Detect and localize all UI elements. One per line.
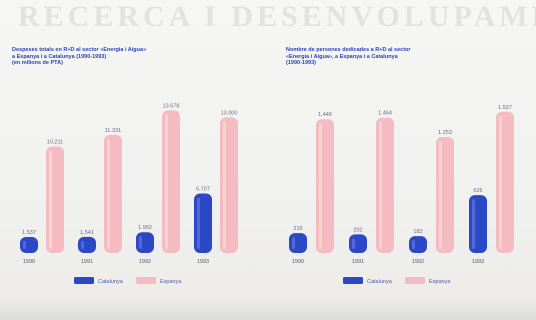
- legend-swatch-espanya: [405, 277, 425, 284]
- chart-title-right: Nombre de persones dedicades a R+D al se…: [286, 47, 476, 67]
- value-label: 1.541: [80, 230, 94, 236]
- value-label: 1.537: [22, 230, 36, 236]
- category-label: 1993: [197, 259, 209, 265]
- value-label: 1.464: [378, 111, 392, 117]
- legend-swatch-espanya: [136, 277, 156, 284]
- bar-espanya: [46, 146, 64, 253]
- bar-highlight: [81, 240, 84, 249]
- bar-highlight: [412, 240, 415, 249]
- value-label: 10.211: [47, 140, 63, 146]
- bar-highlight: [499, 115, 502, 249]
- bar-highlight: [107, 138, 110, 249]
- value-label: 183: [413, 229, 422, 235]
- bar-highlight: [379, 121, 382, 249]
- background-bleed-text: RECERCA I DESENVOLUPAMENT: [18, 0, 536, 33]
- category-label: 1993: [472, 259, 484, 265]
- bar-catalunya: [469, 195, 487, 253]
- bar-highlight: [439, 141, 442, 249]
- value-label: 202: [353, 227, 362, 233]
- value-label: 1.992: [138, 225, 152, 231]
- bar-catalunya: [194, 193, 212, 253]
- bar-catalunya: [136, 232, 154, 253]
- category-label: 1992: [139, 259, 151, 265]
- bottom-shadow: [0, 298, 536, 320]
- bar-highlight: [319, 123, 322, 249]
- bar-espanya: [376, 117, 394, 253]
- bar-highlight: [49, 150, 52, 249]
- bar-espanya: [220, 117, 238, 253]
- bar-highlight: [139, 236, 142, 249]
- bar-highlight: [197, 197, 200, 249]
- title-line: (1990-1993): [286, 60, 316, 67]
- value-label: 1.253: [438, 130, 452, 136]
- value-label: 13.000: [221, 110, 238, 116]
- legend-label: Espanya: [429, 279, 451, 285]
- bar-catalunya: [289, 233, 307, 253]
- bar-highlight: [165, 114, 168, 249]
- bar-espanya: [496, 111, 514, 253]
- category-label: 1990: [23, 259, 35, 265]
- bar-highlight: [23, 240, 26, 249]
- title-line: Despeses totals en R+D al sector «Energi…: [12, 47, 147, 53]
- value-label: 1.527: [498, 105, 512, 111]
- value-label: 215: [293, 226, 302, 232]
- bar-catalunya: [78, 236, 96, 253]
- bar-espanya: [316, 119, 334, 254]
- category-label: 1992: [412, 259, 424, 265]
- category-label: 1991: [81, 259, 93, 265]
- bar-highlight: [292, 237, 295, 249]
- bar-highlight: [352, 238, 355, 249]
- category-label: 1990: [292, 259, 304, 265]
- bar-catalunya: [20, 236, 38, 253]
- bar-espanya: [436, 137, 454, 253]
- value-label: 626: [473, 188, 482, 194]
- legend-label: Catalunya: [367, 279, 393, 285]
- bar-espanya: [162, 110, 180, 253]
- bar-catalunya: [349, 234, 367, 253]
- value-label: 11.331: [105, 128, 121, 134]
- title-line: «Energia i Aigua», a Espanya i a Catalun…: [286, 53, 398, 60]
- category-label: 1991: [352, 259, 364, 265]
- bar-espanya: [104, 134, 122, 253]
- legend-label: Espanya: [160, 279, 182, 285]
- legend-label: Catalunya: [98, 279, 124, 285]
- legend-swatch-catalunya: [343, 277, 363, 284]
- legend-swatch-catalunya: [74, 277, 94, 284]
- title-line: (en milions de PTA): [12, 60, 63, 67]
- bar-highlight: [472, 199, 475, 249]
- value-label: 1.446: [318, 112, 332, 118]
- title-line: a Espanya i a Catalunya (1990-1993): [12, 53, 107, 60]
- title-line: Nombre de persones dedicades a R+D al se…: [286, 47, 411, 53]
- bar-highlight: [223, 121, 226, 249]
- value-label: 13.678: [163, 103, 180, 109]
- bar-catalunya: [409, 236, 427, 253]
- value-label: 5.707: [196, 186, 210, 192]
- chart-title-left: Despeses totals en R+D al sector «Energi…: [12, 47, 202, 67]
